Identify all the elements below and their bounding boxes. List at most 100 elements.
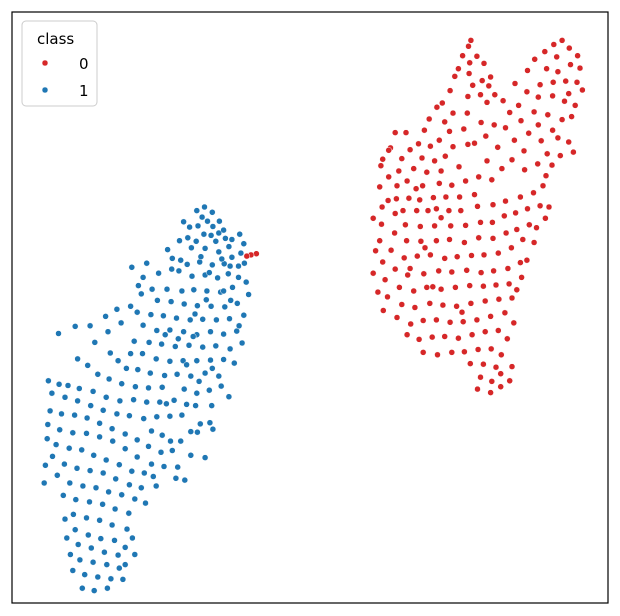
point-class-1-35 [139, 274, 147, 281]
point-class-1-36 [155, 269, 162, 277]
point-class-1-193 [114, 551, 122, 559]
point-class-1-66 [185, 342, 193, 349]
point-class-1-37 [138, 290, 145, 298]
point-class-0-137 [462, 222, 469, 229]
point-class-1-99 [193, 389, 201, 397]
point-class-1-252 [209, 209, 216, 216]
point-class-0-206 [487, 313, 494, 320]
point-class-0-189 [384, 293, 391, 301]
point-class-1-215 [42, 462, 49, 469]
point-class-0-169 [391, 265, 399, 273]
point-class-1-148 [148, 460, 155, 468]
point-class-1-213 [129, 534, 136, 542]
point-class-0-19 [433, 103, 441, 111]
legend-label-0: 0 [79, 55, 89, 73]
point-class-1-21 [183, 261, 191, 268]
point-class-1-104 [156, 398, 164, 406]
point-class-0-157 [387, 246, 395, 254]
point-class-1-224 [174, 463, 181, 471]
point-class-0-203 [446, 319, 454, 326]
point-class-1-89 [127, 350, 134, 357]
point-class-1-167 [152, 482, 160, 490]
point-class-1-172 [105, 488, 112, 496]
point-class-0-165 [495, 249, 502, 257]
point-class-1-240 [235, 274, 242, 281]
point-class-0-101 [550, 41, 558, 48]
point-class-1-78 [231, 359, 238, 367]
point-class-0-85 [568, 113, 575, 120]
point-class-0-247 [429, 283, 437, 291]
point-class-0-44 [437, 167, 445, 175]
point-class-0-161 [441, 255, 448, 262]
point-class-0-250 [513, 286, 521, 294]
point-class-0-66 [489, 201, 497, 208]
point-class-1-6 [212, 238, 220, 245]
point-class-0-51 [462, 177, 469, 185]
point-class-1-247 [220, 226, 227, 234]
point-class-1-77 [220, 356, 227, 363]
point-class-1-227 [158, 431, 166, 439]
point-class-1-82 [173, 371, 181, 378]
point-class-1-189 [111, 537, 118, 544]
point-class-0-30 [449, 143, 457, 150]
point-class-1-251 [216, 217, 223, 225]
point-class-1-64 [212, 342, 220, 350]
point-class-0-86 [571, 102, 579, 109]
point-class-1-238 [203, 296, 210, 304]
point-class-1-171 [92, 484, 100, 492]
point-class-1-63 [226, 345, 234, 353]
point-class-0-67 [502, 197, 509, 205]
point-class-0-119 [483, 157, 491, 165]
point-class-1-15 [228, 254, 236, 261]
point-class-0-146 [403, 237, 410, 244]
point-class-1-190 [74, 541, 82, 548]
point-class-0-62 [433, 205, 440, 213]
point-class-1-85 [134, 366, 142, 373]
point-class-1-122 [153, 413, 161, 421]
point-class-0-251 [518, 274, 525, 281]
point-class-1-108 [102, 394, 110, 401]
point-class-1-22 [169, 255, 176, 262]
point-class-1-271 [245, 291, 252, 298]
point-class-0-232 [474, 385, 481, 393]
point-class-0-253 [530, 239, 538, 246]
point-class-1-117 [87, 402, 94, 409]
point-class-1-178 [86, 498, 93, 506]
point-class-0-216 [495, 327, 502, 334]
point-class-1-203 [79, 584, 86, 592]
point-class-0-235 [506, 377, 513, 385]
point-class-0-147 [417, 238, 425, 245]
point-class-0-110 [515, 102, 522, 109]
point-class-1-255 [102, 313, 109, 320]
point-class-0-70 [539, 182, 547, 190]
point-class-1-57 [180, 328, 187, 335]
point-class-1-151 [128, 467, 136, 475]
point-class-0-23 [425, 115, 433, 123]
series-1 [40, 203, 252, 594]
point-class-1-90 [158, 384, 166, 391]
point-class-0-117 [488, 176, 496, 184]
point-class-0-97 [554, 68, 562, 75]
point-class-0-179 [381, 276, 389, 283]
point-class-0-84 [558, 116, 566, 123]
point-class-1-209 [63, 534, 71, 542]
point-class-0-78 [549, 126, 556, 134]
point-class-1-41 [194, 302, 201, 309]
point-class-0-171 [420, 270, 428, 278]
point-class-1-245 [197, 253, 205, 260]
point-class-1-236 [189, 333, 197, 340]
point-class-0-75 [565, 138, 572, 146]
point-class-0-106 [567, 61, 574, 68]
point-class-1-87 [114, 357, 122, 364]
point-class-1-208 [123, 525, 131, 533]
point-class-0-225 [467, 360, 474, 367]
point-class-0-47 [419, 182, 426, 190]
point-class-1-234 [175, 335, 182, 343]
point-class-0-76 [554, 134, 562, 142]
point-class-1-69 [145, 339, 153, 346]
point-class-0-133 [402, 221, 409, 229]
point-class-0-116 [498, 165, 506, 172]
legend: class 0 1 [21, 20, 98, 107]
point-class-1-204 [90, 587, 98, 594]
point-class-0-149 [446, 236, 453, 243]
